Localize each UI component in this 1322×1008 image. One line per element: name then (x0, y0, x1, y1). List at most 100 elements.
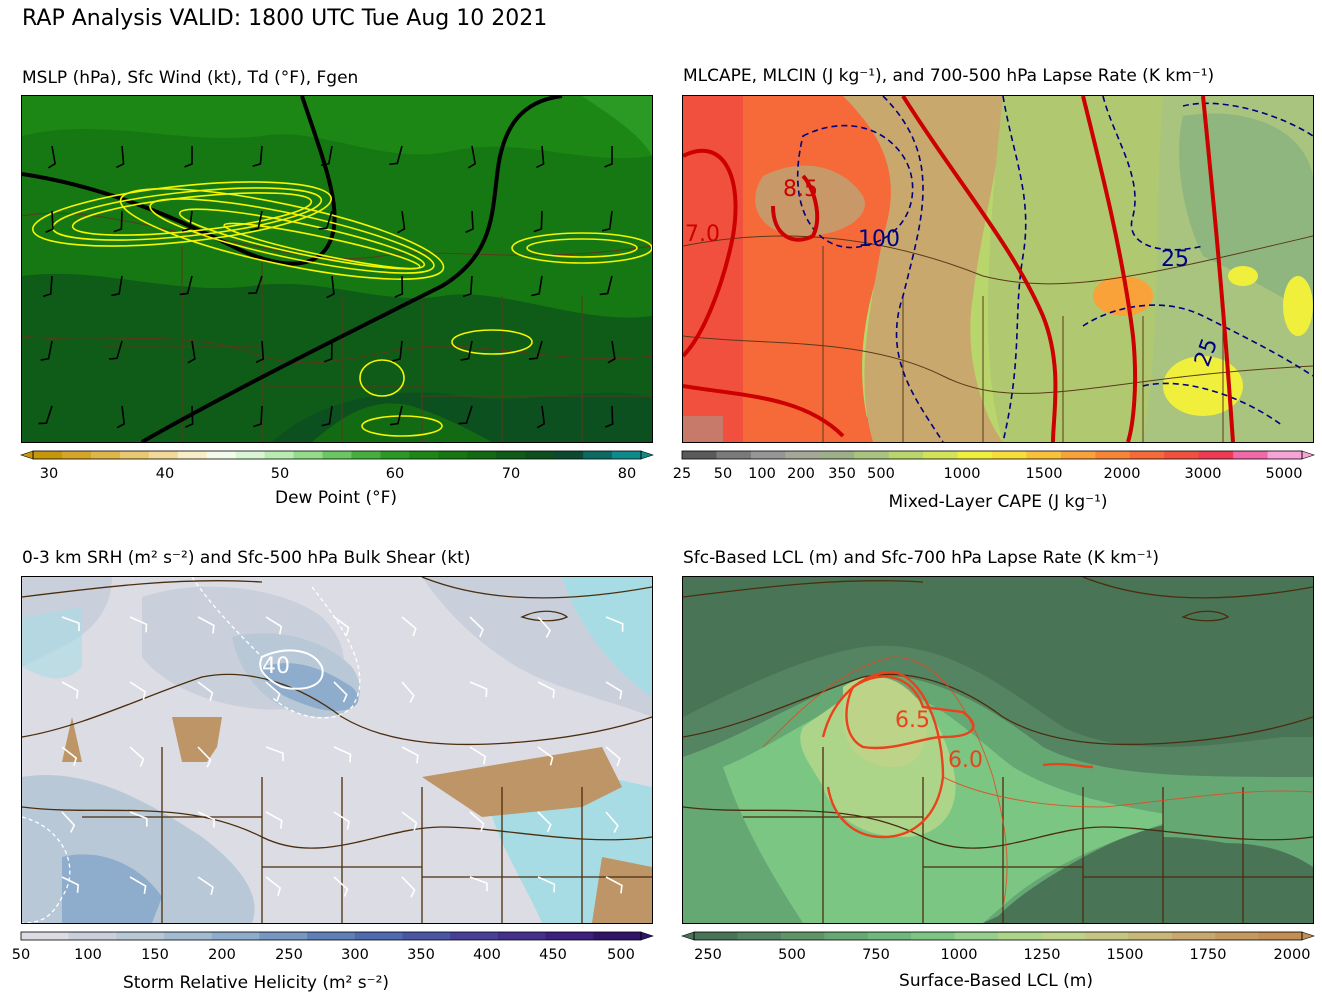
wind-barb (333, 746, 352, 763)
colorbar-segment (750, 451, 786, 459)
colorbar-segment (867, 932, 912, 940)
colorbar-segment (525, 451, 555, 459)
wind-barb (61, 811, 76, 833)
cape-label-cin-25a: 25 (1161, 247, 1189, 272)
colorbar-segment (438, 451, 468, 459)
wind-barb (537, 811, 552, 833)
colorbar-tick-label: 1750 (1189, 947, 1227, 963)
colorbar-label-cape: Mixed-Layer CAPE (J kg⁻¹) (888, 492, 1108, 512)
wind-barb (40, 340, 53, 361)
wind-barb (129, 681, 146, 700)
wind-barb (536, 145, 545, 169)
colorbar-tick-label: 2000 (1103, 466, 1141, 482)
colorbar-segment (1060, 451, 1096, 459)
cape-label-cin-100: 100 (858, 227, 900, 252)
wind-barb (333, 876, 349, 897)
colorbar-segment (259, 932, 308, 940)
wind-barb (129, 746, 145, 767)
wind-barb (265, 746, 284, 762)
wind-barb (197, 876, 214, 896)
colorbar-segment (583, 451, 613, 459)
cape-label-lapse-7: 7.0 (685, 222, 720, 247)
wind-barb (61, 876, 80, 893)
cape-label-lapse: 8.5 (783, 177, 818, 202)
colorbar-frame (681, 450, 1303, 460)
colorbar-tick-label: 500 (778, 947, 806, 963)
wind-barb (401, 746, 419, 764)
colorbar-tick-label: 200 (208, 947, 236, 963)
colorbar-tick-label: 25 (672, 466, 692, 482)
wind-barb (318, 210, 333, 230)
colorbar-segment (1258, 932, 1303, 940)
colorbar-segment (380, 451, 410, 459)
wind-barb (129, 811, 148, 827)
colorbar-tick-label: 100 (74, 947, 102, 963)
wind-barb (129, 876, 147, 895)
panel-title-srh: 0-3 km SRH (m² s⁻²) and Sfc-500 hPa Bulk… (22, 548, 471, 568)
wind-barb (605, 616, 624, 632)
wind-barb (250, 210, 263, 231)
colorbar-segment (206, 451, 237, 459)
wind-barb (537, 616, 552, 638)
colorbar-segment (998, 932, 1042, 940)
colorbar-segment (116, 932, 165, 940)
colorbar-segment (307, 932, 356, 940)
colorbar-label-lcl: Surface-Based LCL (m) (899, 971, 1093, 991)
wind-barb (184, 405, 194, 428)
colorbar-tick-label: 1500 (1025, 466, 1063, 482)
wind-barb (605, 681, 623, 700)
wind-barb (469, 746, 487, 765)
colorbar-segment (992, 451, 1027, 459)
wind-barb (392, 340, 403, 362)
wind-barb (129, 616, 148, 633)
wind-barb (197, 811, 216, 828)
colorbar-tick-label: 350 (407, 947, 435, 963)
colorbar-segment (923, 451, 959, 459)
colorbar-tick-label: 1000 (943, 466, 981, 482)
colorbar-extend-arrow (20, 450, 34, 460)
colorbar-segment (351, 451, 381, 459)
wind-barb (197, 746, 212, 768)
colorbar-segment (21, 932, 70, 940)
wind-barb (321, 405, 333, 427)
colorbar-segment (293, 451, 324, 459)
colorbar-tick-label: 2000 (1273, 947, 1311, 963)
colorbar-tick-label: 40 (155, 466, 175, 482)
colorbar-segment (1198, 451, 1234, 459)
colorbar-tick-label: 30 (39, 466, 59, 482)
wind-barb (401, 811, 418, 831)
map-mslp-dewpoint (21, 95, 653, 443)
wind-barb (320, 145, 333, 167)
colorbar-segment (1215, 932, 1260, 940)
colorbar-segment (33, 451, 63, 459)
colorbar-segment (888, 451, 924, 459)
colorbar-tick-label: 1000 (940, 947, 978, 963)
colorbar-segment (1128, 932, 1173, 940)
panel-title-cape: MLCAPE, MLCIN (J kg⁻¹), and 700-500 hPa … (683, 66, 1215, 86)
srh-label-40: 40 (262, 654, 290, 679)
map-srh-shear: 40 (21, 576, 653, 924)
colorbar-tick-label: 70 (501, 466, 521, 482)
wind-barb (604, 146, 613, 168)
wind-barb (116, 405, 126, 429)
wind-barb (467, 145, 477, 169)
colorbar-frame (20, 931, 642, 941)
colorbar-segment (90, 451, 121, 459)
wind-barb (45, 210, 54, 233)
wind-barb (599, 275, 613, 296)
colorbar-segment (467, 451, 497, 459)
colorbar-segment (824, 932, 869, 940)
wind-barb (605, 876, 623, 894)
colorbar-segment (1095, 451, 1131, 459)
colorbar-segment (957, 451, 993, 459)
colorbar-dewpoint (20, 449, 654, 461)
wind-barb (265, 681, 281, 702)
colorbar-tick-label: 500 (867, 466, 895, 482)
colorbar-segment (264, 451, 295, 459)
wind-barb (333, 681, 348, 703)
wind-barb (533, 210, 543, 233)
colorbar-srh (20, 930, 654, 942)
map-mlcape: 8.5 100 25 25 7.0 (682, 95, 1314, 443)
colorbar-segment (545, 932, 594, 940)
panel-title-lcl: Sfc-Based LCL (m) and Sfc-700 hPa Lapse … (683, 548, 1160, 568)
